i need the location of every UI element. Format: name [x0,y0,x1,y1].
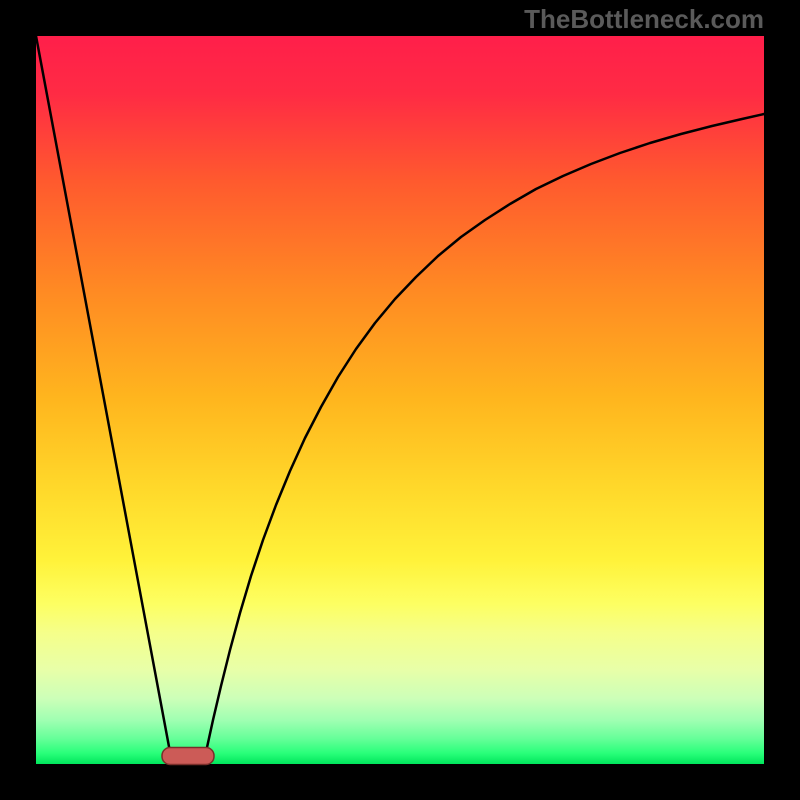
chart-frame: TheBottleneck.com [0,0,800,800]
plot-background [36,36,764,764]
minimum-marker [162,748,214,765]
watermark-text: TheBottleneck.com [524,4,764,35]
chart-svg [0,0,800,800]
